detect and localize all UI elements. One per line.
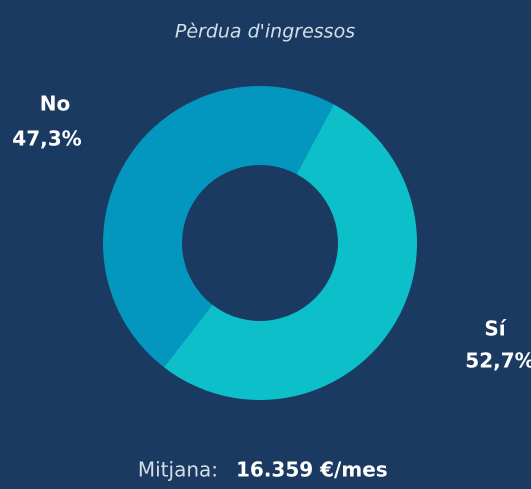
slice-value-label: 47,3% bbox=[12, 127, 81, 151]
slice-name: No bbox=[40, 92, 70, 116]
donut-slice bbox=[163, 104, 417, 400]
slice-value-label: 52,7% bbox=[465, 349, 531, 373]
donut-slice bbox=[102, 85, 334, 368]
chart-title: Pèrdua d'ingressos bbox=[175, 21, 355, 43]
slice-name: Sí bbox=[484, 317, 506, 341]
footer-label: Mitjana: bbox=[138, 458, 218, 482]
footer-value: 16.359 €/mes bbox=[236, 458, 388, 482]
